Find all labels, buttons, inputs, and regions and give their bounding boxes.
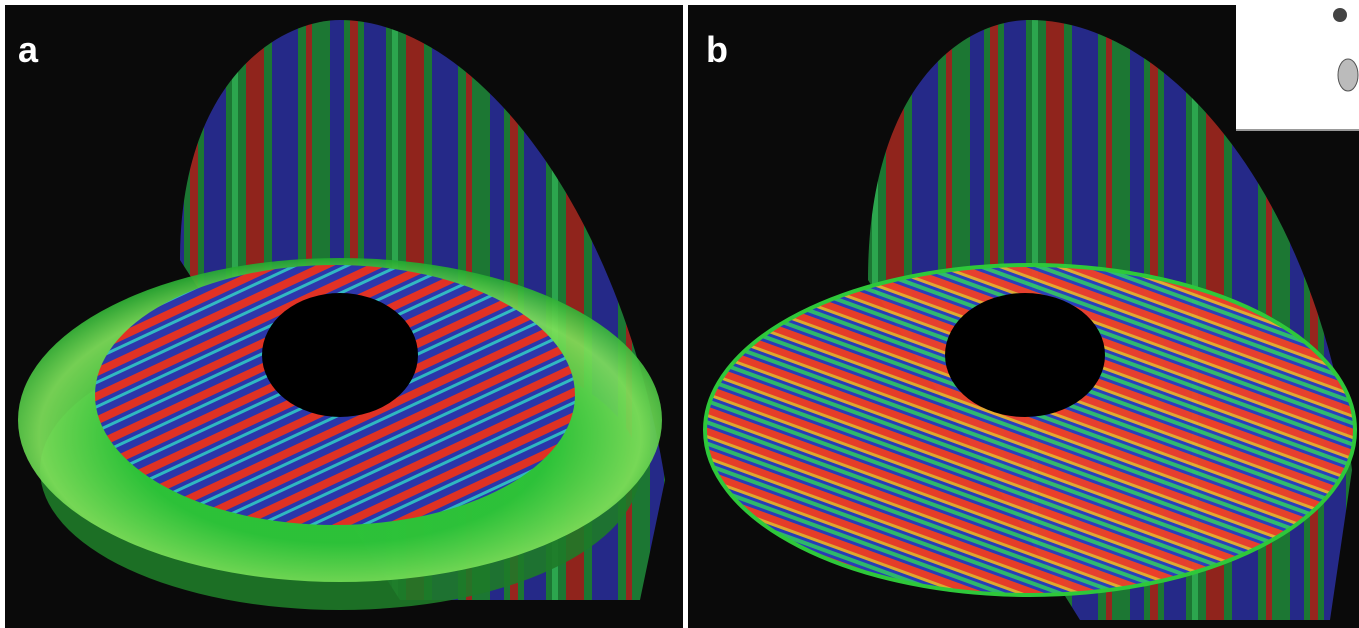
panel-label: a — [18, 29, 39, 70]
figure-svg: a b — [0, 0, 1359, 628]
hole — [945, 293, 1105, 417]
divider — [683, 0, 688, 628]
corner-icon — [1333, 8, 1347, 22]
figure: a b — [0, 0, 1359, 628]
corner-icon — [1338, 59, 1358, 91]
panel-label: b — [706, 29, 728, 70]
hole — [262, 293, 418, 417]
panel-a: a — [5, 5, 683, 628]
